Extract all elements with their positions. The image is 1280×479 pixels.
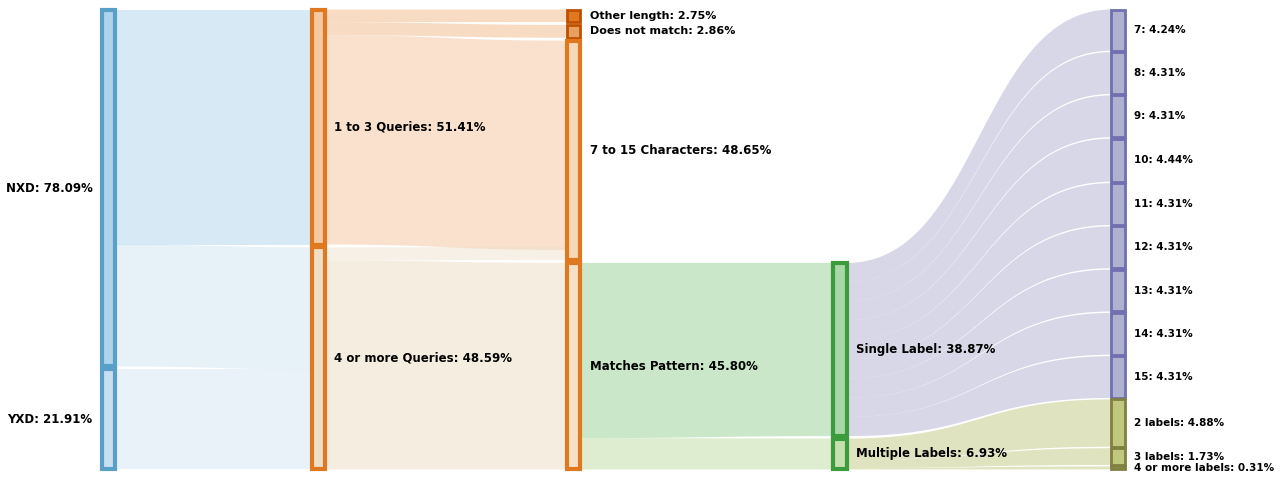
Text: Does not match: 2.86%: Does not match: 2.86% (590, 26, 735, 36)
Text: 12: 4.31%: 12: 4.31% (1134, 242, 1193, 252)
FancyBboxPatch shape (1111, 95, 1125, 137)
FancyBboxPatch shape (567, 41, 580, 260)
Text: 15: 4.31%: 15: 4.31% (1134, 372, 1193, 382)
Text: 2 labels: 4.88%: 2 labels: 4.88% (1134, 418, 1224, 428)
Polygon shape (847, 313, 1111, 417)
Text: 7: 4.24%: 7: 4.24% (1134, 25, 1185, 35)
FancyBboxPatch shape (833, 263, 847, 436)
Text: 13: 4.31%: 13: 4.31% (1134, 285, 1193, 296)
Text: NXD: 78.09%: NXD: 78.09% (6, 182, 92, 194)
Text: Single Label: 38.87%: Single Label: 38.87% (856, 343, 996, 356)
Polygon shape (847, 356, 1111, 436)
Polygon shape (847, 399, 1111, 460)
Polygon shape (115, 10, 311, 244)
Text: 1 to 3 Queries: 51.41%: 1 to 3 Queries: 51.41% (334, 121, 486, 134)
Text: Multiple Labels: 6.93%: Multiple Labels: 6.93% (856, 447, 1007, 460)
Polygon shape (325, 22, 567, 38)
Text: 7 to 15 Characters: 48.65%: 7 to 15 Characters: 48.65% (590, 144, 771, 157)
Polygon shape (325, 35, 567, 250)
Polygon shape (847, 138, 1111, 340)
Text: 14: 4.31%: 14: 4.31% (1134, 329, 1193, 339)
FancyBboxPatch shape (311, 247, 325, 469)
Polygon shape (847, 467, 1111, 469)
FancyBboxPatch shape (1111, 467, 1125, 469)
FancyBboxPatch shape (1111, 270, 1125, 311)
Polygon shape (115, 369, 311, 469)
FancyBboxPatch shape (567, 25, 580, 38)
Polygon shape (847, 10, 1111, 282)
Text: 10: 4.44%: 10: 4.44% (1134, 155, 1193, 165)
Text: 11: 4.31%: 11: 4.31% (1134, 199, 1193, 209)
FancyBboxPatch shape (1111, 183, 1125, 225)
Polygon shape (325, 10, 567, 22)
FancyBboxPatch shape (1111, 52, 1125, 94)
FancyBboxPatch shape (311, 10, 325, 244)
Polygon shape (325, 261, 567, 469)
FancyBboxPatch shape (1111, 448, 1125, 465)
FancyBboxPatch shape (102, 10, 115, 366)
FancyBboxPatch shape (1111, 399, 1125, 447)
FancyBboxPatch shape (1111, 138, 1125, 182)
Polygon shape (847, 52, 1111, 301)
FancyBboxPatch shape (1111, 356, 1125, 398)
Polygon shape (325, 247, 567, 261)
FancyBboxPatch shape (1111, 227, 1125, 268)
Text: Matches Pattern: 45.80%: Matches Pattern: 45.80% (590, 360, 758, 373)
FancyBboxPatch shape (1111, 10, 1125, 51)
FancyBboxPatch shape (102, 369, 115, 469)
Text: YXD: 21.91%: YXD: 21.91% (8, 413, 92, 426)
Text: 3 labels: 1.73%: 3 labels: 1.73% (1134, 452, 1224, 462)
Text: Other length: 2.75%: Other length: 2.75% (590, 11, 716, 21)
FancyBboxPatch shape (567, 263, 580, 469)
Text: 8: 4.31%: 8: 4.31% (1134, 68, 1185, 78)
Text: 4 or more Queries: 48.59%: 4 or more Queries: 48.59% (334, 352, 512, 365)
Polygon shape (847, 227, 1111, 378)
FancyBboxPatch shape (1111, 313, 1125, 355)
Polygon shape (847, 448, 1111, 468)
Text: 4 or more labels: 0.31%: 4 or more labels: 0.31% (1134, 463, 1274, 473)
FancyBboxPatch shape (567, 10, 580, 22)
FancyBboxPatch shape (833, 439, 847, 469)
Polygon shape (115, 244, 311, 369)
Polygon shape (847, 95, 1111, 320)
Polygon shape (580, 438, 833, 469)
Polygon shape (847, 183, 1111, 359)
Polygon shape (847, 270, 1111, 398)
Polygon shape (580, 263, 833, 438)
Text: 9: 4.31%: 9: 4.31% (1134, 111, 1185, 121)
